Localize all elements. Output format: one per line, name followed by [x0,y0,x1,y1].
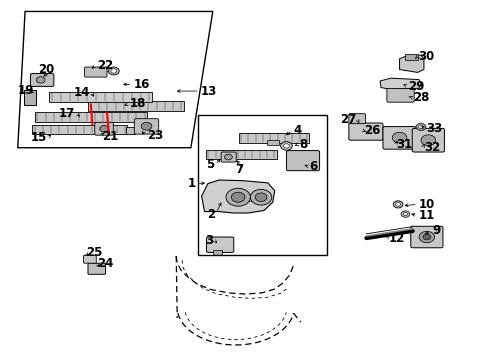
Bar [32,125,127,134]
FancyBboxPatch shape [410,226,442,248]
Text: 29: 29 [407,80,424,93]
Circle shape [422,234,430,240]
Text: 21: 21 [102,130,118,143]
FancyBboxPatch shape [30,73,54,86]
Circle shape [418,125,423,129]
Circle shape [108,67,119,75]
Circle shape [283,144,289,148]
Circle shape [231,192,244,202]
Text: 3: 3 [205,234,213,247]
Text: 20: 20 [38,63,54,76]
Bar [238,194,261,201]
Text: 18: 18 [130,97,146,110]
Circle shape [395,203,400,206]
Text: 17: 17 [59,107,75,120]
FancyBboxPatch shape [221,152,236,162]
Circle shape [400,211,409,217]
FancyBboxPatch shape [386,89,413,102]
FancyBboxPatch shape [382,127,415,149]
Polygon shape [201,180,274,213]
FancyBboxPatch shape [134,119,158,134]
FancyBboxPatch shape [348,123,382,140]
Bar [266,140,279,145]
Text: 8: 8 [299,138,307,150]
Text: 28: 28 [412,91,428,104]
Text: 27: 27 [340,113,356,126]
Text: 26: 26 [363,124,380,137]
Text: 15: 15 [31,131,47,144]
Circle shape [250,189,271,205]
Circle shape [391,132,406,143]
FancyBboxPatch shape [348,114,365,124]
Text: 30: 30 [418,50,434,63]
Text: 16: 16 [133,78,149,91]
Text: 7: 7 [234,163,243,176]
FancyBboxPatch shape [411,129,444,152]
Text: 1: 1 [187,177,195,190]
Bar [213,250,222,255]
Circle shape [111,69,117,73]
Bar [49,93,152,102]
Bar [126,127,135,134]
Polygon shape [379,78,420,90]
Text: 19: 19 [18,84,34,97]
Text: 6: 6 [308,160,316,173]
Polygon shape [399,55,423,72]
FancyBboxPatch shape [84,67,107,77]
FancyBboxPatch shape [206,237,233,252]
Text: 22: 22 [97,59,113,72]
Circle shape [420,135,435,145]
Text: 9: 9 [431,224,440,238]
Bar [35,112,147,122]
Circle shape [255,193,266,202]
Text: 11: 11 [418,210,434,222]
Circle shape [36,77,45,83]
FancyBboxPatch shape [286,150,319,171]
Bar [205,150,276,159]
Text: 12: 12 [387,231,404,244]
Text: 14: 14 [73,86,90,99]
Text: 2: 2 [207,208,215,221]
Circle shape [403,213,407,216]
Circle shape [280,141,292,150]
Bar [24,90,36,105]
Text: 10: 10 [418,198,434,211]
Text: 25: 25 [86,246,102,259]
Text: 23: 23 [147,129,163,143]
Circle shape [392,201,402,208]
Bar [88,101,183,111]
FancyBboxPatch shape [88,263,105,274]
Circle shape [415,123,425,131]
Text: 33: 33 [425,122,441,135]
Text: 31: 31 [396,138,412,151]
Text: 24: 24 [97,257,113,270]
Bar [198,116,327,255]
Circle shape [225,188,250,206]
Text: 5: 5 [205,158,214,171]
Circle shape [100,126,108,132]
Text: 32: 32 [423,140,439,153]
Bar [238,134,309,143]
Circle shape [418,231,434,243]
Bar [405,54,417,59]
Circle shape [141,122,152,130]
FancyBboxPatch shape [83,255,96,263]
Text: 13: 13 [200,85,216,98]
FancyBboxPatch shape [95,122,113,135]
Text: 4: 4 [293,124,301,137]
Circle shape [224,154,232,160]
